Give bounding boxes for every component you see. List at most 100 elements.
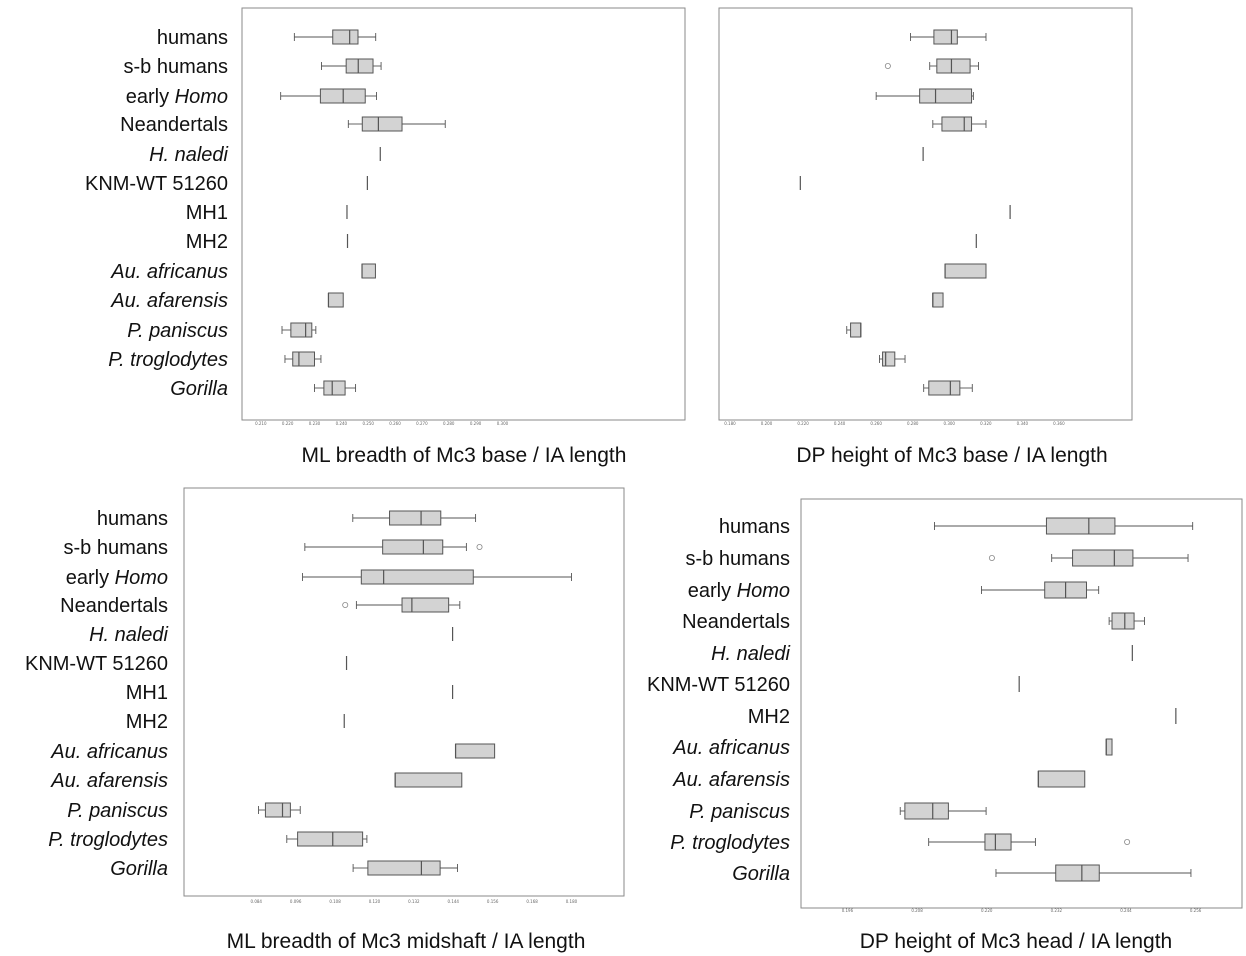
box-iqr (389, 510, 442, 526)
x-axis-title: ML breadth of Mc3 base / IA length (302, 444, 627, 467)
x-tick-label: 0.180 (566, 899, 578, 904)
x-tick-label: 0.120 (369, 899, 381, 904)
category-label: s-b humans (64, 537, 169, 559)
box-p-paniscus (281, 322, 317, 338)
box-iqr (332, 29, 359, 45)
outlier-point (988, 555, 995, 562)
category-label: P. paniscus (127, 320, 228, 342)
box-humans (352, 510, 477, 526)
category-label: s-b humans (124, 56, 229, 78)
x-tick-label: 0.144 (448, 899, 460, 904)
box-humans (910, 29, 987, 45)
outlier-point (476, 544, 483, 551)
category-label: P. troglodytes (670, 832, 790, 854)
panel-2: 0.180 0.200 0.220 0.240 0.260 0.280 0.300 0.320… (718, 7, 1133, 467)
category-label: Au. africanus (50, 741, 168, 763)
box-iqr (1105, 738, 1113, 756)
x-tick-label: 0.280 (907, 421, 919, 426)
category-label: MH2 (186, 231, 228, 253)
x-tick-label: 0.220 (981, 908, 993, 913)
box-iqr (361, 116, 403, 132)
box-iqr (382, 539, 444, 555)
box-p-troglodytes (928, 833, 1131, 851)
category-label: P. troglodytes (108, 349, 228, 371)
box-p-troglodytes (878, 351, 906, 367)
box-early-homo (302, 569, 572, 585)
category-label: KNM-WT 51260 (25, 653, 168, 675)
x-tick-label: 0.232 (1051, 908, 1063, 913)
x-axis-title: ML breadth of Mc3 midshaft / IA length (227, 930, 586, 953)
category-label: early Homo (688, 580, 790, 602)
box-au-afarensis (327, 292, 344, 308)
outlier-point (884, 63, 891, 70)
category-label: P. troglodytes (48, 829, 168, 851)
category-label: P. paniscus (689, 801, 790, 823)
x-tick-label: 0.208 (911, 908, 923, 913)
category-label: KNM-WT 51260 (647, 674, 790, 696)
category-label: Neandertals (60, 595, 168, 617)
category-label: MH1 (126, 682, 168, 704)
box-neandertals (347, 116, 446, 132)
x-tick-label: 0.108 (329, 899, 341, 904)
box-iqr (919, 88, 973, 104)
plot-frame (241, 7, 686, 421)
category-label: H. naledi (149, 144, 228, 166)
box-iqr (292, 351, 315, 367)
category-label: P. paniscus (67, 800, 168, 822)
box-s-b-humans (884, 58, 979, 74)
box-iqr (936, 58, 971, 74)
box-gorilla (995, 864, 1192, 882)
box-neandertals (1108, 612, 1145, 630)
box-iqr (1037, 770, 1086, 788)
plot-frame (800, 498, 1243, 909)
box-iqr (394, 772, 463, 788)
box-neandertals (932, 116, 987, 132)
plot-frame (183, 487, 625, 897)
x-tick-label: 0.240 (834, 421, 846, 426)
x-tick-label: 0.250 (362, 421, 374, 426)
x-tick-label: 0.280 (443, 421, 455, 426)
x-tick-label: 0.220 (797, 421, 809, 426)
box-iqr (345, 58, 374, 74)
category-label: Au. africanus (110, 261, 228, 283)
box-iqr (360, 569, 474, 585)
x-tick-label: 0.360 (1053, 421, 1065, 426)
box-early-homo (981, 581, 1100, 599)
box-early-homo (280, 88, 377, 104)
box-early-homo (875, 88, 974, 104)
plot-frame (718, 7, 1133, 421)
box-iqr (297, 831, 364, 847)
x-tick-label: 0.220 (282, 421, 294, 426)
box-s-b-humans (304, 539, 483, 555)
box-p-paniscus (899, 802, 987, 820)
x-tick-label: 0.256 (1190, 908, 1202, 913)
category-label: H. naledi (89, 624, 168, 646)
x-tick-label: 0.196 (842, 908, 854, 913)
x-tick-label: 0.340 (1017, 421, 1029, 426)
category-label: KNM-WT 51260 (85, 173, 228, 195)
category-label: early Homo (126, 86, 228, 108)
x-tick-label: 0.168 (526, 899, 538, 904)
x-tick-label: 0.210 (255, 421, 267, 426)
x-tick-label: 0.270 (416, 421, 428, 426)
box-iqr (264, 802, 291, 818)
box-au-africanus (454, 743, 496, 759)
box-iqr (933, 29, 958, 45)
box-iqr (327, 292, 344, 308)
category-label: s-b humans (686, 548, 791, 570)
panel-3: humans s-b humans early Homo Neandertals H. … (25, 487, 625, 953)
x-tick-label: 0.156 (487, 899, 499, 904)
box-au-afarensis (932, 292, 944, 308)
category-label: Gorilla (732, 863, 790, 885)
box-gorilla (314, 380, 357, 396)
box-humans (293, 29, 377, 45)
box-s-b-humans (321, 58, 382, 74)
x-tick-label: 0.320 (980, 421, 992, 426)
box-iqr (361, 263, 376, 279)
x-axis-title: DP height of Mc3 head / IA length (860, 930, 1173, 953)
box-iqr (928, 380, 961, 396)
outlier-point (342, 602, 349, 609)
x-tick-label: 0.132 (408, 899, 420, 904)
category-label: Au. afarensis (672, 769, 790, 791)
